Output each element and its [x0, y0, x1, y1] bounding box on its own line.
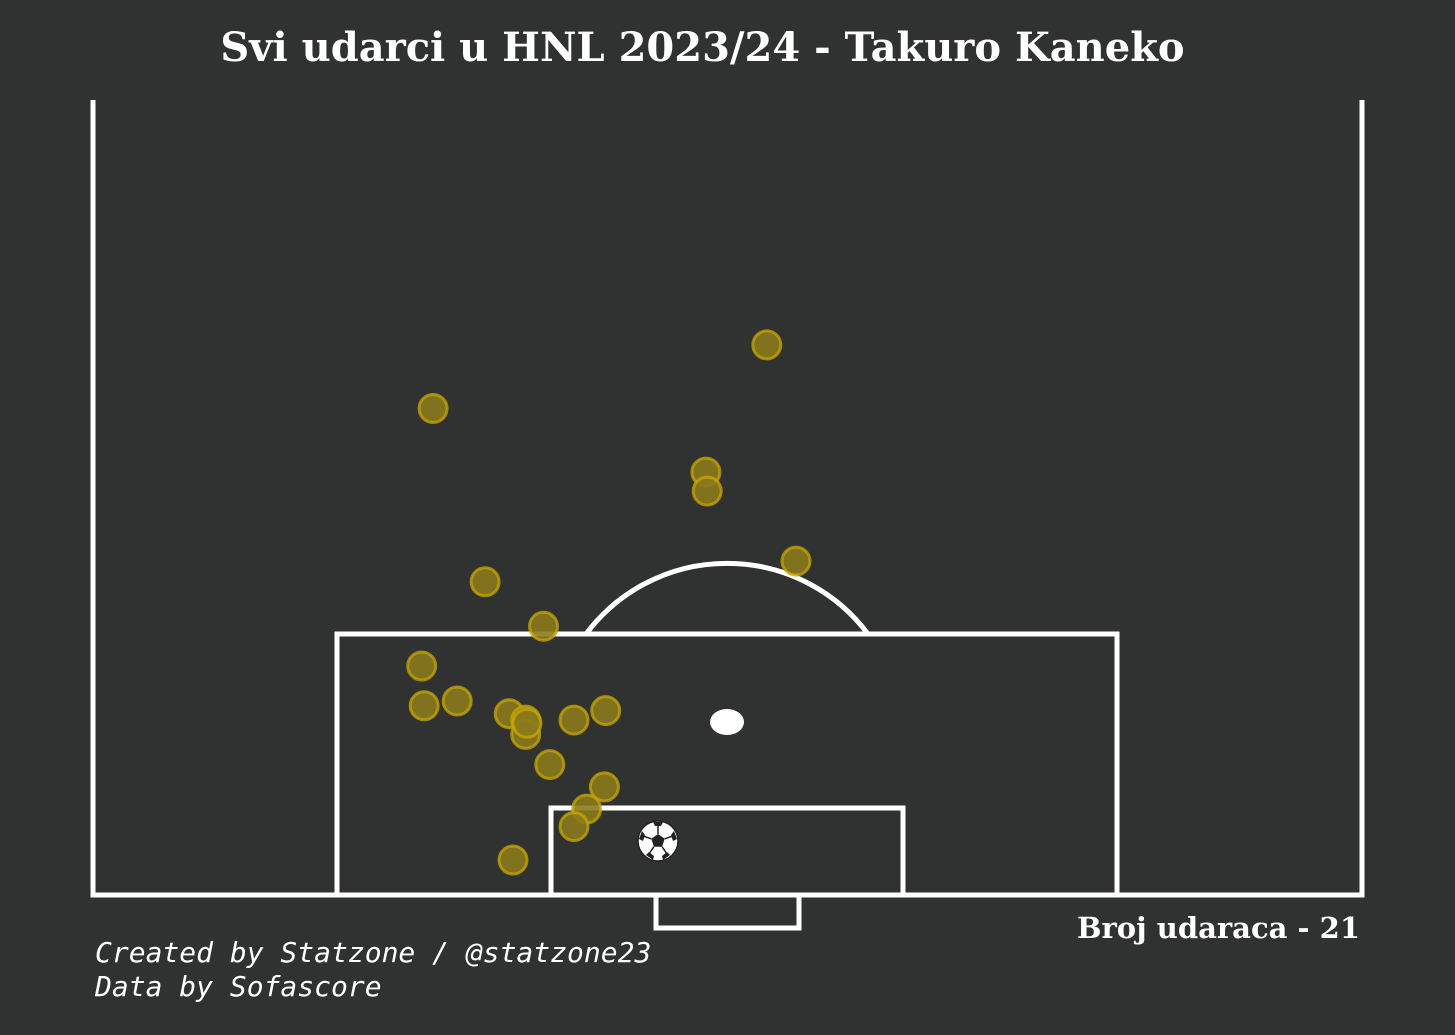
penalty-arc — [583, 560, 871, 636]
chart-title: Svi udarci u HNL 2023/24 - Takuro Kaneko — [220, 24, 1185, 71]
shot-markers — [406, 329, 812, 876]
shot-marker — [558, 704, 590, 736]
shot-marker — [691, 475, 723, 507]
shot-marker — [417, 393, 449, 424]
pitch-lines — [90, 100, 1365, 931]
shot-marker — [406, 650, 438, 682]
goal — [653, 892, 802, 931]
shot-marker — [534, 749, 566, 781]
shot-marker — [780, 545, 812, 577]
shot-marker — [469, 566, 501, 598]
penalty-spot — [710, 709, 744, 735]
soccer-ball-icon — [637, 820, 679, 862]
shot-marker — [441, 685, 473, 717]
credits-data-source: Data by Sofascore — [95, 970, 382, 1003]
credits-created-by: Created by Statzone / @statzone23 — [95, 936, 652, 969]
shot-count-label: Broj udaraca - 21 — [1077, 911, 1360, 945]
shot-marker — [590, 695, 622, 727]
shot-marker — [528, 610, 559, 642]
shot-marker — [497, 844, 529, 876]
shot-marker — [511, 707, 543, 739]
shot-marker — [408, 690, 440, 722]
penalty-area — [334, 631, 1120, 898]
shot-marker — [558, 811, 590, 843]
goal-area — [548, 805, 906, 898]
shot-marker — [588, 771, 620, 803]
pitch-outline — [90, 100, 1365, 898]
shot-marker — [751, 329, 783, 361]
credits: Created by Statzone / @statzone23 Data b… — [95, 936, 651, 1004]
